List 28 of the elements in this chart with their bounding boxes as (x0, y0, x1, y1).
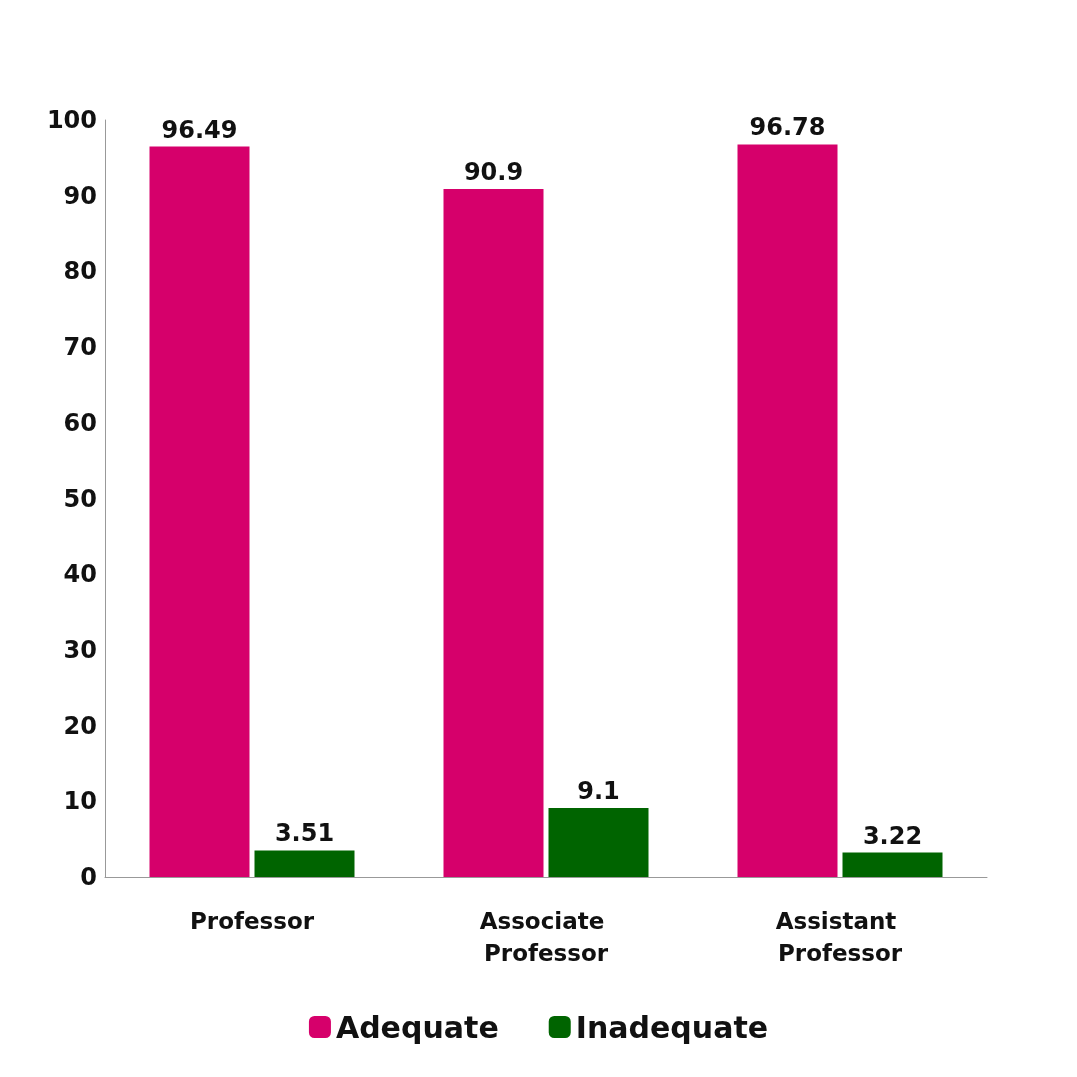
x-tick-label: Assistant Professor (775, 908, 905, 966)
bar (842, 852, 943, 877)
y-tick-label: 40 (63, 560, 97, 589)
data-label: 3.51 (274, 819, 335, 848)
bar (149, 146, 250, 877)
legend-label: Inadequate (575, 1009, 769, 1045)
bar (737, 144, 838, 877)
bar (443, 188, 544, 877)
y-tick-label: 30 (63, 635, 97, 664)
data-label: 3.22 (862, 821, 923, 850)
legend-label: Adequate (335, 1009, 499, 1045)
y-tick-label: 80 (63, 257, 97, 286)
y-tick-label: 70 (63, 333, 97, 362)
bar (548, 808, 649, 877)
data-label: 96.49 (161, 115, 238, 144)
data-label: 9.1 (577, 777, 620, 806)
y-tick-label: 0 (80, 863, 97, 891)
y-tick-label: 90 (63, 181, 97, 210)
y-tick-label: 50 (63, 484, 97, 513)
bar (254, 850, 355, 877)
x-tick-label: Professor (189, 908, 315, 934)
data-label: 90.9 (463, 157, 524, 186)
y-tick-label: 10 (63, 787, 97, 816)
x-tick-label: Associate Professor (479, 908, 613, 966)
y-tick-label: 60 (63, 408, 97, 437)
y-tick-label: 100 (46, 106, 97, 134)
data-label: 96.78 (749, 113, 826, 142)
y-tick-label: 20 (63, 711, 97, 740)
